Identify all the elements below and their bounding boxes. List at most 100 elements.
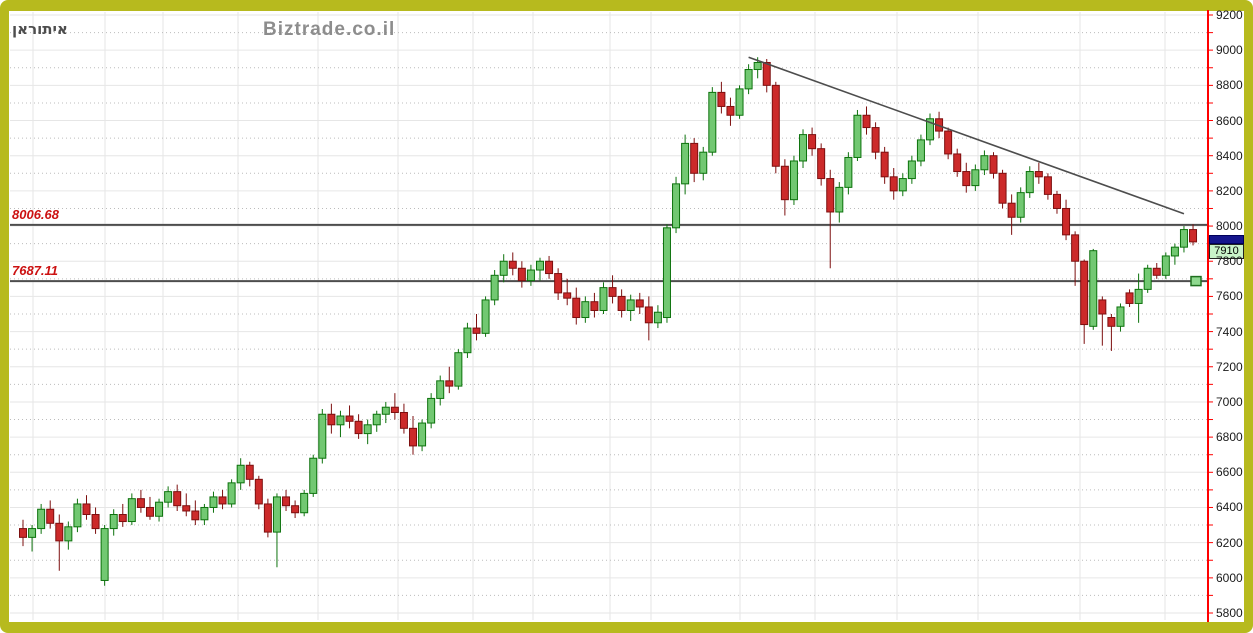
level-marker-handle[interactable] bbox=[1190, 275, 1202, 287]
candle[interactable] bbox=[1189, 229, 1198, 243]
candle[interactable] bbox=[454, 352, 463, 387]
candle[interactable] bbox=[953, 153, 962, 173]
candle[interactable] bbox=[1043, 176, 1052, 195]
candle[interactable] bbox=[998, 172, 1007, 204]
candle[interactable] bbox=[617, 295, 626, 311]
candle[interactable] bbox=[1143, 267, 1152, 290]
candle[interactable] bbox=[871, 127, 880, 153]
candle[interactable] bbox=[844, 156, 853, 188]
candle[interactable] bbox=[55, 522, 64, 542]
candle[interactable] bbox=[944, 130, 953, 155]
candle[interactable] bbox=[862, 114, 871, 129]
candle[interactable] bbox=[898, 178, 907, 192]
candle[interactable] bbox=[254, 478, 263, 505]
candle[interactable] bbox=[399, 411, 408, 429]
candle[interactable] bbox=[971, 169, 980, 187]
candle[interactable] bbox=[1025, 171, 1034, 194]
candle[interactable] bbox=[490, 274, 499, 301]
candle[interactable] bbox=[526, 269, 535, 282]
candle[interactable] bbox=[118, 514, 127, 523]
candle[interactable] bbox=[300, 492, 309, 514]
candle[interactable] bbox=[980, 155, 989, 171]
candle[interactable] bbox=[635, 299, 644, 308]
candle[interactable] bbox=[291, 505, 300, 514]
candle[interactable] bbox=[390, 406, 399, 413]
candle[interactable] bbox=[599, 287, 608, 311]
candle[interactable] bbox=[789, 160, 798, 201]
candle[interactable] bbox=[699, 151, 708, 174]
candle[interactable] bbox=[445, 380, 454, 387]
candle[interactable] bbox=[272, 496, 281, 533]
candle[interactable] bbox=[155, 501, 164, 517]
candle[interactable] bbox=[762, 61, 771, 86]
candle[interactable] bbox=[835, 186, 844, 213]
candle[interactable] bbox=[1116, 306, 1125, 327]
candle[interactable] bbox=[1098, 299, 1107, 315]
candle[interactable] bbox=[1152, 267, 1161, 276]
candle[interactable] bbox=[1062, 207, 1071, 236]
candle[interactable] bbox=[1034, 171, 1043, 178]
candle[interactable] bbox=[499, 260, 508, 276]
candle[interactable] bbox=[690, 142, 699, 174]
candle[interactable] bbox=[1179, 229, 1188, 248]
candle[interactable] bbox=[817, 148, 826, 180]
candle[interactable] bbox=[554, 273, 563, 294]
candle[interactable] bbox=[626, 299, 635, 311]
candle[interactable] bbox=[1170, 246, 1179, 257]
candle[interactable] bbox=[681, 142, 690, 185]
candle[interactable] bbox=[799, 134, 808, 162]
candle[interactable] bbox=[100, 528, 109, 581]
candle[interactable] bbox=[1161, 255, 1170, 276]
candle[interactable] bbox=[744, 69, 753, 90]
candle[interactable] bbox=[64, 526, 73, 542]
candle[interactable] bbox=[1134, 288, 1143, 304]
candle[interactable] bbox=[581, 301, 590, 319]
candle[interactable] bbox=[363, 424, 372, 435]
trend-line[interactable] bbox=[748, 56, 1185, 215]
candle[interactable] bbox=[409, 427, 418, 447]
candle[interactable] bbox=[46, 508, 55, 524]
candle[interactable] bbox=[472, 327, 481, 334]
candle[interactable] bbox=[644, 306, 653, 324]
candle[interactable] bbox=[19, 528, 27, 538]
candle[interactable] bbox=[1007, 202, 1016, 218]
candle[interactable] bbox=[926, 118, 934, 141]
candle[interactable] bbox=[182, 505, 191, 512]
candle[interactable] bbox=[218, 496, 227, 505]
candle[interactable] bbox=[672, 183, 681, 229]
candle[interactable] bbox=[263, 503, 272, 533]
candle[interactable] bbox=[708, 91, 717, 153]
candle[interactable] bbox=[726, 105, 735, 116]
candle[interactable] bbox=[962, 171, 971, 187]
candle[interactable] bbox=[508, 260, 517, 269]
candle[interactable] bbox=[771, 84, 780, 167]
candle[interactable] bbox=[1016, 192, 1025, 218]
candle[interactable] bbox=[73, 503, 82, 528]
candle[interactable] bbox=[853, 114, 862, 158]
candle[interactable] bbox=[427, 397, 436, 424]
candle[interactable] bbox=[136, 498, 145, 508]
candle[interactable] bbox=[127, 498, 136, 523]
candle[interactable] bbox=[354, 420, 363, 435]
candle[interactable] bbox=[345, 415, 354, 422]
candle[interactable] bbox=[826, 178, 835, 213]
candle[interactable] bbox=[608, 287, 617, 297]
candle[interactable] bbox=[889, 176, 898, 192]
candle[interactable] bbox=[590, 301, 599, 311]
candle[interactable] bbox=[91, 514, 100, 530]
candle[interactable] bbox=[82, 503, 91, 516]
candle[interactable] bbox=[236, 464, 245, 484]
candle[interactable] bbox=[989, 155, 998, 174]
candle[interactable] bbox=[780, 165, 789, 201]
candle[interactable] bbox=[535, 260, 544, 271]
candle[interactable] bbox=[1080, 260, 1089, 326]
candle[interactable] bbox=[227, 482, 236, 505]
candle[interactable] bbox=[309, 457, 318, 494]
candle[interactable] bbox=[572, 297, 581, 319]
candle[interactable] bbox=[1089, 250, 1098, 327]
candle[interactable] bbox=[463, 327, 472, 354]
candle[interactable] bbox=[282, 496, 291, 507]
candle[interactable] bbox=[517, 267, 526, 282]
candle[interactable] bbox=[372, 413, 381, 426]
